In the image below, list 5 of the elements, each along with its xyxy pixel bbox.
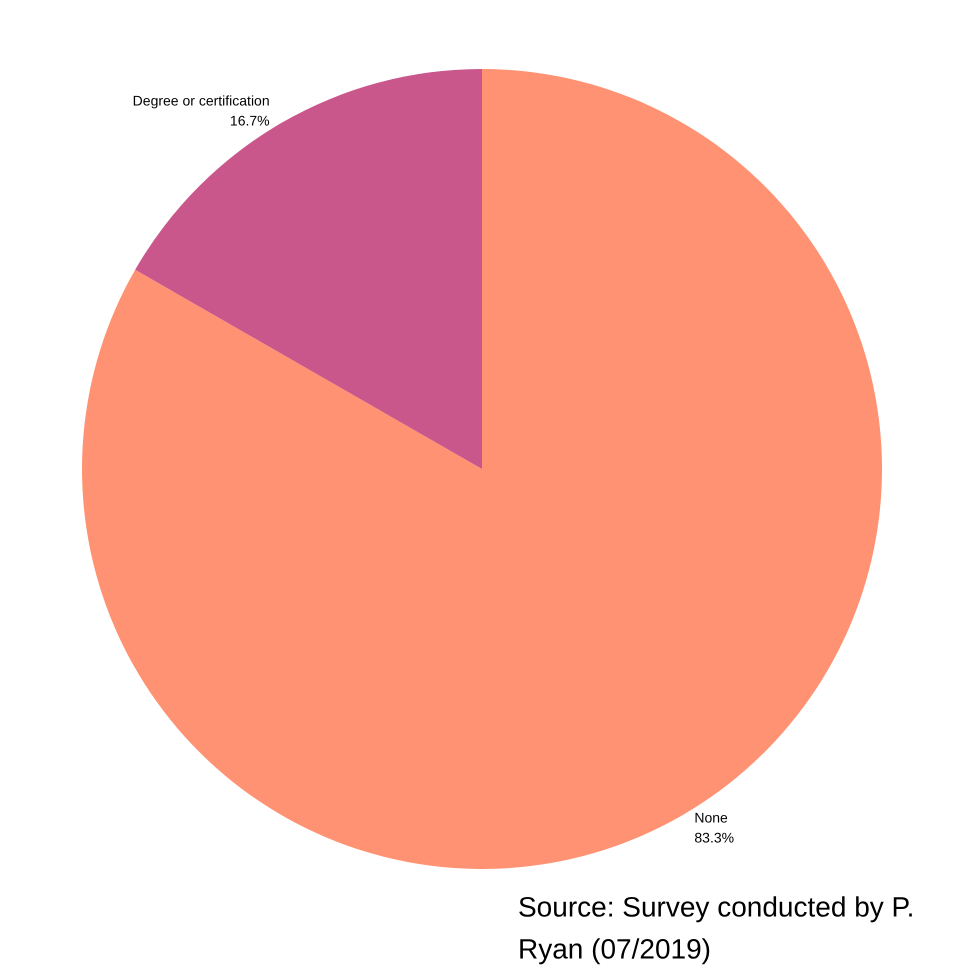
data-label: 83.3% bbox=[694, 829, 734, 846]
slice-label: None bbox=[694, 809, 728, 826]
source-note: Source: Survey conducted by P. Ryan (07/2019) bbox=[518, 892, 922, 964]
data-label: 16.7% bbox=[230, 112, 270, 129]
slice-label: Degree or certification bbox=[132, 92, 270, 109]
